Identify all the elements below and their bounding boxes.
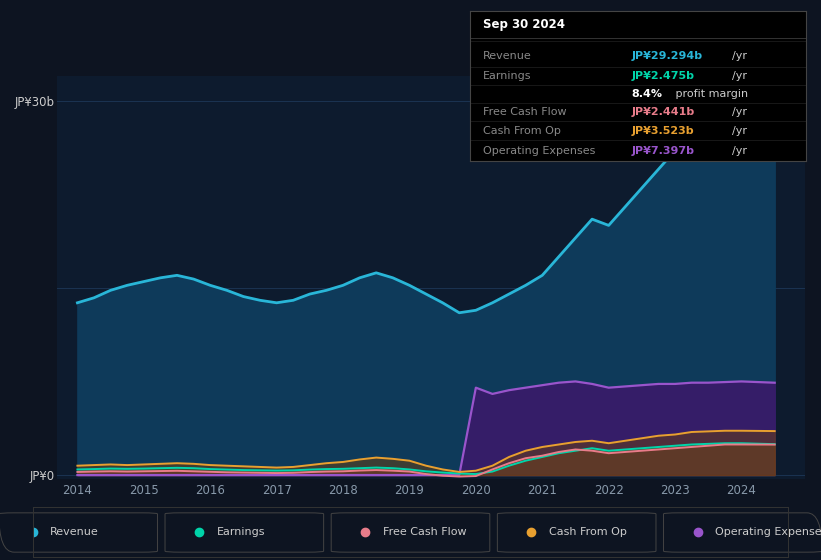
Text: Cash From Op: Cash From Op bbox=[483, 126, 561, 136]
Text: JP¥7.397b: JP¥7.397b bbox=[631, 146, 695, 156]
Text: JP¥2.441b: JP¥2.441b bbox=[631, 107, 695, 116]
Text: Operating Expenses: Operating Expenses bbox=[715, 527, 821, 537]
Text: Operating Expenses: Operating Expenses bbox=[483, 146, 595, 156]
Text: /yr: /yr bbox=[732, 71, 747, 81]
Text: /yr: /yr bbox=[732, 107, 747, 116]
Text: Revenue: Revenue bbox=[483, 51, 532, 61]
Text: JP¥2.475b: JP¥2.475b bbox=[631, 71, 695, 81]
Text: Sep 30 2024: Sep 30 2024 bbox=[483, 18, 565, 31]
Text: JP¥29.294b: JP¥29.294b bbox=[631, 51, 702, 61]
Text: 8.4%: 8.4% bbox=[631, 88, 663, 99]
Text: Cash From Op: Cash From Op bbox=[548, 527, 626, 537]
Text: Earnings: Earnings bbox=[483, 71, 531, 81]
Text: Revenue: Revenue bbox=[50, 527, 99, 537]
Text: Free Cash Flow: Free Cash Flow bbox=[483, 107, 566, 116]
Text: /yr: /yr bbox=[732, 51, 747, 61]
Text: /yr: /yr bbox=[732, 126, 747, 136]
Text: profit margin: profit margin bbox=[672, 88, 748, 99]
Text: Free Cash Flow: Free Cash Flow bbox=[383, 527, 466, 537]
Text: Earnings: Earnings bbox=[217, 527, 265, 537]
Text: /yr: /yr bbox=[732, 146, 747, 156]
Text: JP¥3.523b: JP¥3.523b bbox=[631, 126, 694, 136]
